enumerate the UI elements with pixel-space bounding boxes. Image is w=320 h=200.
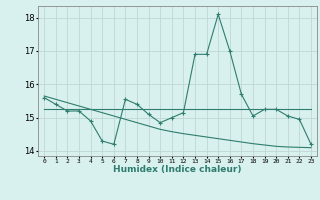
X-axis label: Humidex (Indice chaleur): Humidex (Indice chaleur) <box>113 165 242 174</box>
